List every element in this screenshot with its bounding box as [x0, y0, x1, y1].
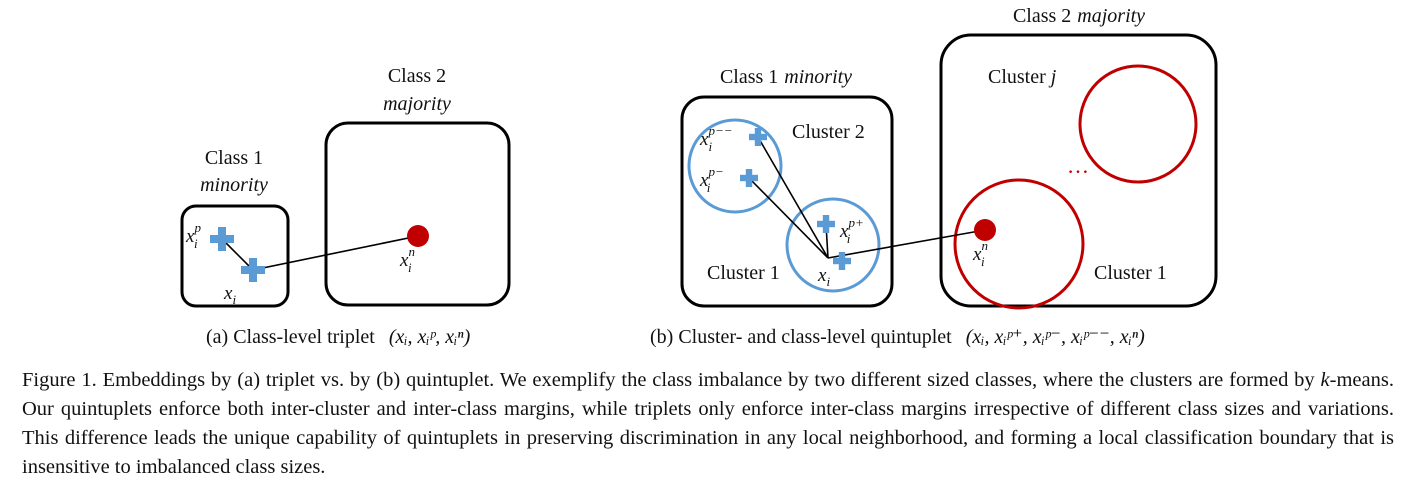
- link-xn: [827, 229, 986, 259]
- negative-point-icon: [407, 225, 429, 247]
- class1-label-b: Class 1 minority: [720, 66, 852, 88]
- caption-text-1: Embeddings by (a) triplet vs. by (b) qui…: [96, 369, 1321, 391]
- class1-box-b: [680, 95, 894, 308]
- link-xpm: [748, 177, 829, 259]
- class1-box-a: [180, 204, 290, 308]
- caption-kmeans: k: [1320, 369, 1330, 391]
- majority-cluster-j-circle: [1078, 64, 1198, 184]
- class2-box-a: [324, 121, 511, 307]
- label-xpp: xp+ i: [839, 215, 864, 246]
- subcaption-a: (a) Class-level triplet (xᵢ, xᵢᵖ, xᵢⁿ): [206, 326, 471, 348]
- link-xpmm: [757, 136, 829, 259]
- point-negative-icon: [974, 219, 996, 241]
- label-xpmm: xp−− i: [699, 123, 732, 154]
- panel-b: Class 1 minority Class 2 majority xp−− i xp…: [650, 5, 1218, 348]
- cluster-2-label: Cluster 2: [792, 121, 865, 143]
- class2-tag-a: majority: [383, 93, 451, 115]
- caption-label: Figure 1.: [22, 369, 97, 391]
- label-xp-a: xp i: [185, 220, 201, 251]
- class1-label-a: Class 1: [205, 147, 263, 169]
- cluster-j-label: Cluster j: [988, 66, 1057, 88]
- label-x-a: xi: [223, 283, 236, 307]
- caption-text-2: -means. Our quintuplets enforce both int…: [22, 369, 1394, 478]
- class2-label-b: Class 2 majority: [1013, 5, 1145, 27]
- cluster-1-left-label: Cluster 1: [707, 262, 780, 284]
- triplet-neg-link: [252, 235, 419, 271]
- class2-label-a: Class 2: [388, 65, 446, 87]
- label-xpm: xp− i: [699, 164, 724, 195]
- figure-diagram: Class 1 minority Class 2 majority xp i xi…: [180, 5, 1218, 348]
- label-x-b: xi: [817, 265, 830, 289]
- cluster-1-right-label: Cluster 1: [1094, 262, 1167, 284]
- class2-box-b: [939, 33, 1218, 308]
- label-xn-b: xn i: [972, 238, 988, 269]
- panel-a: Class 1 minority Class 2 majority xp i xi…: [180, 65, 511, 348]
- minority-cluster-2-circle: [687, 118, 783, 214]
- minority-cluster-1-circle: [785, 197, 881, 293]
- class1-tag-a: minority: [200, 174, 268, 196]
- triplet-pos-link: [221, 238, 254, 271]
- point-xpp-icon: [817, 215, 835, 233]
- subcaption-b: (b) Cluster- and class-level quintuplet(…: [650, 326, 1145, 348]
- ellipsis-label: …: [1067, 153, 1089, 178]
- figure-caption: Figure 1. Embeddings by (a) triplet vs. …: [22, 366, 1394, 482]
- majority-cluster-1-circle: [953, 178, 1085, 310]
- label-xn-a: xn i: [399, 244, 415, 275]
